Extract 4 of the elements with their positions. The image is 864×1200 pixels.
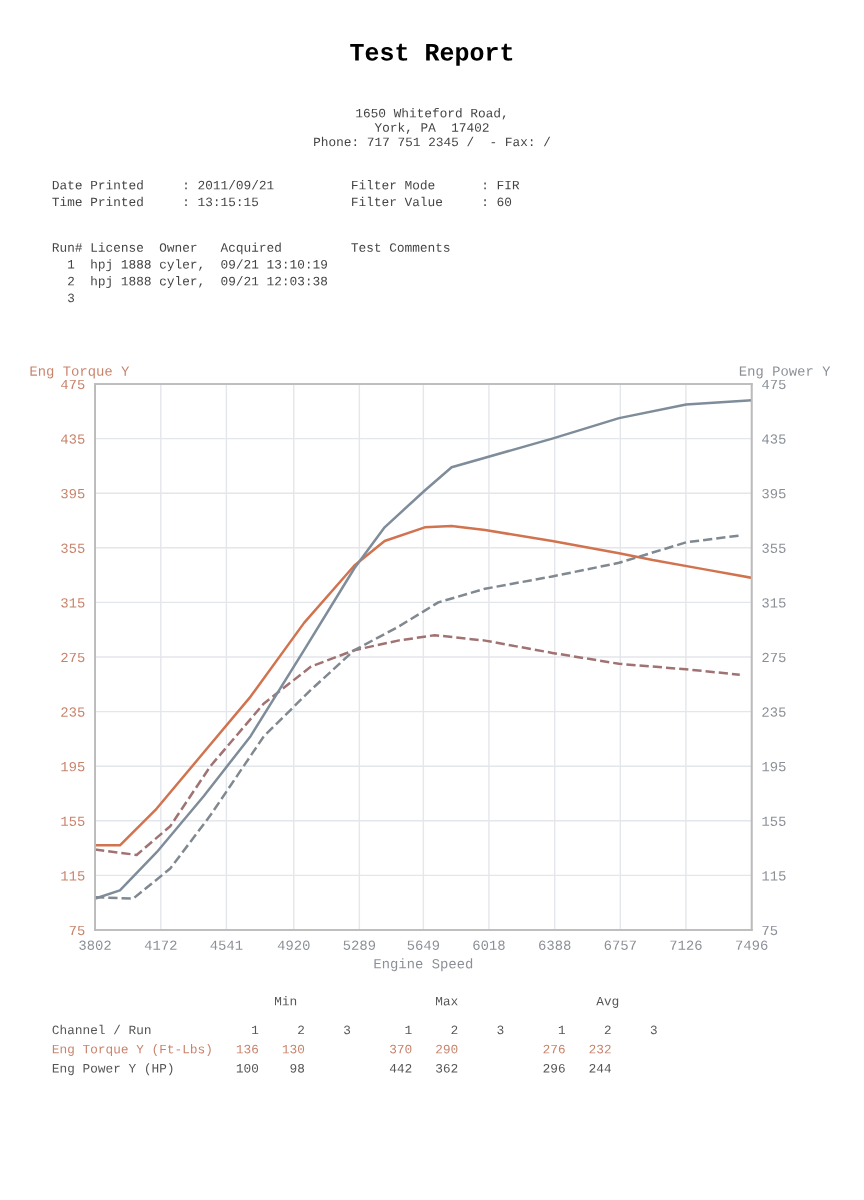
chart-title: Test Report <box>350 43 513 66</box>
line-series <box>95 399 752 900</box>
line-series <box>95 633 742 857</box>
line-series <box>95 524 752 847</box>
